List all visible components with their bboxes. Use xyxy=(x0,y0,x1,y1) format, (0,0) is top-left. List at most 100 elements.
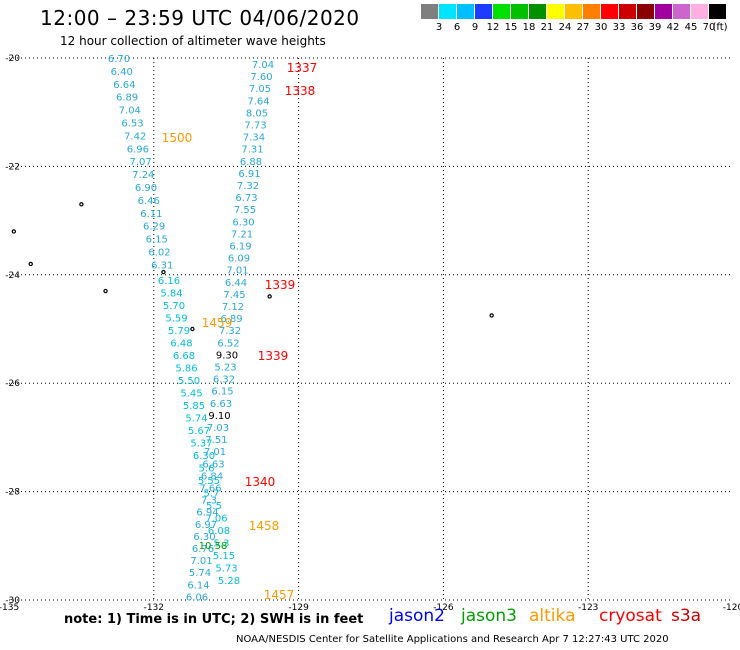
wave-height-value: 7.04 xyxy=(252,60,274,71)
wave-height-value: 5.23 xyxy=(214,363,236,374)
scale-label: 27 xyxy=(576,22,590,33)
island-outline xyxy=(28,261,33,267)
chart-subtitle: 12 hour collection of altimeter wave hei… xyxy=(60,34,326,48)
scale-swatch xyxy=(565,4,582,19)
wave-height-value: 5.84 xyxy=(160,289,182,300)
scale-label: 15 xyxy=(504,22,518,33)
legend-entry-cryosat: cryosat xyxy=(599,606,662,626)
island-outline xyxy=(489,313,494,318)
wave-height-value: 5.74 xyxy=(189,568,211,579)
pass-time-label: 1457 xyxy=(264,588,295,602)
x-tick-label: -129 xyxy=(288,603,309,613)
scale-swatch xyxy=(673,4,690,19)
pass-time-label: 1339 xyxy=(258,349,289,363)
graticule xyxy=(9,57,733,601)
wave-height-value: 7.21 xyxy=(231,229,253,240)
x-tick-label: -123 xyxy=(578,603,598,613)
x-tick-label: -132 xyxy=(144,603,164,613)
wave-height-value: 5.45 xyxy=(180,389,202,400)
wave-height-value: 7.03 xyxy=(207,423,229,434)
pass-time-label: 1340 xyxy=(245,475,276,489)
wave-height-value: 6.96 xyxy=(127,144,149,155)
wave-height-value: 7.45 xyxy=(223,290,245,301)
wave-height-value: 6.97 xyxy=(195,520,217,531)
wave-height-value: 6.73 xyxy=(235,193,257,204)
x-tick-label: -120 xyxy=(723,603,740,613)
y-tick-label: -26 xyxy=(5,379,20,389)
scale-swatch xyxy=(637,4,654,19)
scale-swatch xyxy=(529,4,546,19)
wave-height-value: 6.52 xyxy=(217,338,239,349)
wave-height-value: 6.30 xyxy=(193,532,215,543)
wave-height-value: 7.73 xyxy=(244,121,266,132)
wave-height-value: 5.28 xyxy=(218,576,240,587)
wave-height-value: 7.66 xyxy=(199,484,221,495)
wave-height-values: 6.70 6.40 6.64 6.89 7.04 6.537.42 6.96 7.07 7.24… xyxy=(108,54,274,603)
x-tick-label: -135 xyxy=(0,603,19,613)
scale-swatch xyxy=(655,4,672,19)
scale-label: 70 xyxy=(702,22,716,33)
scale-unit: (ft) xyxy=(712,22,728,33)
wave-height-value: 6.91 xyxy=(238,169,260,180)
scale-swatch xyxy=(439,4,456,19)
wave-height-value: 6.94 xyxy=(196,508,218,519)
wave-height-value: 5.7 xyxy=(204,489,220,500)
pass-time-label: 1337 xyxy=(287,61,318,75)
scale-label: 18 xyxy=(522,22,536,33)
scale-label: 39 xyxy=(648,22,662,33)
wave-height-value: 6.30 xyxy=(193,451,215,462)
wave-height-value: 6.68 xyxy=(173,351,195,362)
scale-label: 30 xyxy=(594,22,608,33)
wave-height-value: 7.06 xyxy=(205,514,227,525)
wave-height-value: 6.63 xyxy=(202,459,224,470)
scale-swatch xyxy=(583,4,600,19)
credit-line: NOAA/NESDIS Center for Satellite Applica… xyxy=(236,634,669,645)
wave-height-value: 6.09 xyxy=(228,254,250,265)
wave-height-value: 7.01 xyxy=(190,556,212,567)
wave-height-value: 8.05 xyxy=(246,108,268,119)
wave-height-value: 7.01 xyxy=(226,266,248,277)
wave-height-value: 7.55 xyxy=(234,205,256,216)
pass-time-label: 1458 xyxy=(249,519,280,533)
wave-height-value: 5.85 xyxy=(183,401,205,412)
wave-height-value: 6.46 xyxy=(138,196,160,207)
wave-height-value: 5.6 xyxy=(199,464,215,475)
wave-height-value: 6.76 xyxy=(192,544,214,555)
wave-height-value: 6.15 xyxy=(211,387,233,398)
wave-height-value: 6.16 xyxy=(158,276,180,287)
y-tick-label: -28 xyxy=(5,488,20,498)
wave-height-value: 7.64 xyxy=(247,96,269,107)
wave-height-value: 5.70 xyxy=(163,301,185,312)
legend-entry-jason2: jason2 xyxy=(389,606,445,626)
wave-height-value: 7.05 xyxy=(249,84,271,95)
wave-height-value: 5.79 xyxy=(168,326,190,337)
wave-height-value: 6.53 xyxy=(121,119,143,130)
wave-height-value: 6.32 xyxy=(213,375,235,386)
wave-height-value: 7.3 xyxy=(201,496,217,507)
wave-height-value: 6.11 xyxy=(140,209,162,220)
wave-height-value: 5.86 xyxy=(175,364,197,375)
scale-swatch xyxy=(691,4,708,19)
wave-height-value: 6.29 xyxy=(143,222,165,233)
wave-height-value: 7.42 xyxy=(124,131,146,142)
scale-label: 3 xyxy=(435,22,443,33)
wave-height-value: 5.73 xyxy=(215,564,237,575)
island-outline xyxy=(103,288,108,294)
wave-height-value: 6.02 xyxy=(148,248,170,259)
y-tick-label: -24 xyxy=(5,271,20,281)
island-outline xyxy=(190,326,195,332)
wave-height-value: 7.51 xyxy=(205,435,227,446)
legend-entry-s3a: s3a xyxy=(671,606,702,626)
wave-height-value: 5.15 xyxy=(213,551,235,562)
scale-swatch xyxy=(619,4,636,19)
scale-swatch xyxy=(547,4,564,19)
islands xyxy=(11,202,494,332)
wave-height-value: 7.04 xyxy=(119,106,141,117)
wave-height-value: 6.08 xyxy=(208,526,230,537)
wave-height-value: 7.24 xyxy=(132,170,154,181)
scale-swatch xyxy=(493,4,510,19)
wave-height-value: 5.59 xyxy=(165,314,187,325)
island-outline xyxy=(161,269,166,275)
legend-entry-jason3: jason3 xyxy=(461,606,517,626)
wave-height-value: 5.5 xyxy=(206,501,222,512)
